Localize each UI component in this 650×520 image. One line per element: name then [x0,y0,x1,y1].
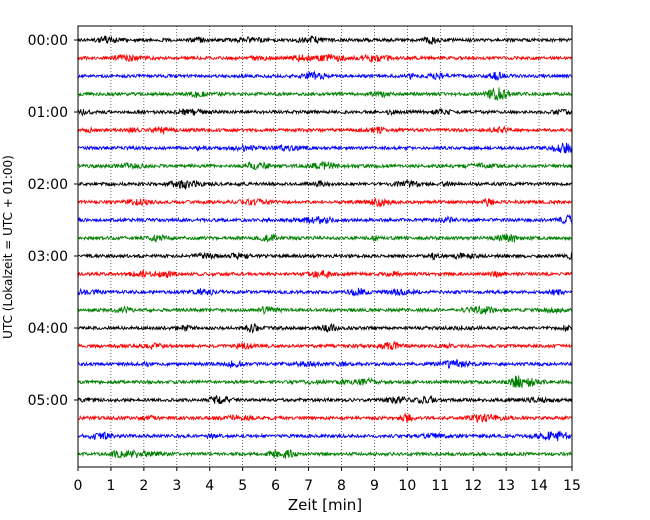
x-tick-label: 5 [238,478,247,494]
trace-0400 [77,322,573,334]
trace-0015 [77,53,573,64]
y-tick-label: 00:00 [28,33,68,49]
trace-0115 [77,125,573,135]
x-tick-label: 10 [398,478,416,494]
x-tick-label: 7 [304,478,313,494]
trace-0430 [77,359,573,370]
x-tick-label: 12 [464,478,482,494]
x-tick-label: 11 [431,478,449,494]
trace-0530 [77,430,573,442]
x-tick-label: 1 [106,478,115,494]
y-tick-label: 04:00 [28,321,68,337]
x-tick-label: 0 [74,478,83,494]
x-tick-label: 4 [205,478,214,494]
trace-0515 [77,412,573,423]
trace-0545 [77,448,573,459]
x-axis-ticks: 0 1 2 3 4 5 6 7 8 9 10 11 12 13 14 15 [74,467,581,494]
x-tick-label: 3 [172,478,181,494]
trace-0500 [77,394,573,405]
trace-0300 [77,251,573,261]
x-tick-label: 9 [370,478,379,494]
trace-0100 [77,107,573,117]
y-tick-label: 05:00 [28,393,68,409]
trace-0245 [77,233,573,243]
plot-frame [77,25,573,468]
y-tick-label: 01:00 [28,105,68,121]
trace-0445 [77,375,573,389]
trace-0315 [77,269,573,280]
trace-0030 [77,70,573,81]
trace-0130 [77,142,573,154]
x-tick-label: 8 [337,478,346,494]
x-tick-label: 14 [530,478,548,494]
trace-0045 [77,87,573,101]
x-axis-title: Zeit [min] [288,496,362,514]
x-tick-label: 2 [139,478,148,494]
trace-0330 [77,287,573,298]
y-axis-title: UTC (Lokalzeit = UTC + 01:00) [1,155,15,339]
trace-series [77,34,573,459]
trace-0415 [77,340,573,351]
trace-0215 [77,197,573,208]
y-tick-label: 02:00 [28,177,68,193]
x-tick-label: 13 [497,478,515,494]
trace-0145 [77,160,573,171]
y-tick-label: 03:00 [28,249,68,265]
trace-0000 [77,34,573,45]
x-tick-label: 15 [563,478,581,494]
x-tick-label: 6 [271,478,280,494]
trace-0200 [77,178,573,191]
trace-0230 [77,213,573,226]
trace-0345 [77,305,573,316]
y-axis-ticks: 00:00 01:00 02:00 03:00 04:00 05:00 [28,33,78,409]
